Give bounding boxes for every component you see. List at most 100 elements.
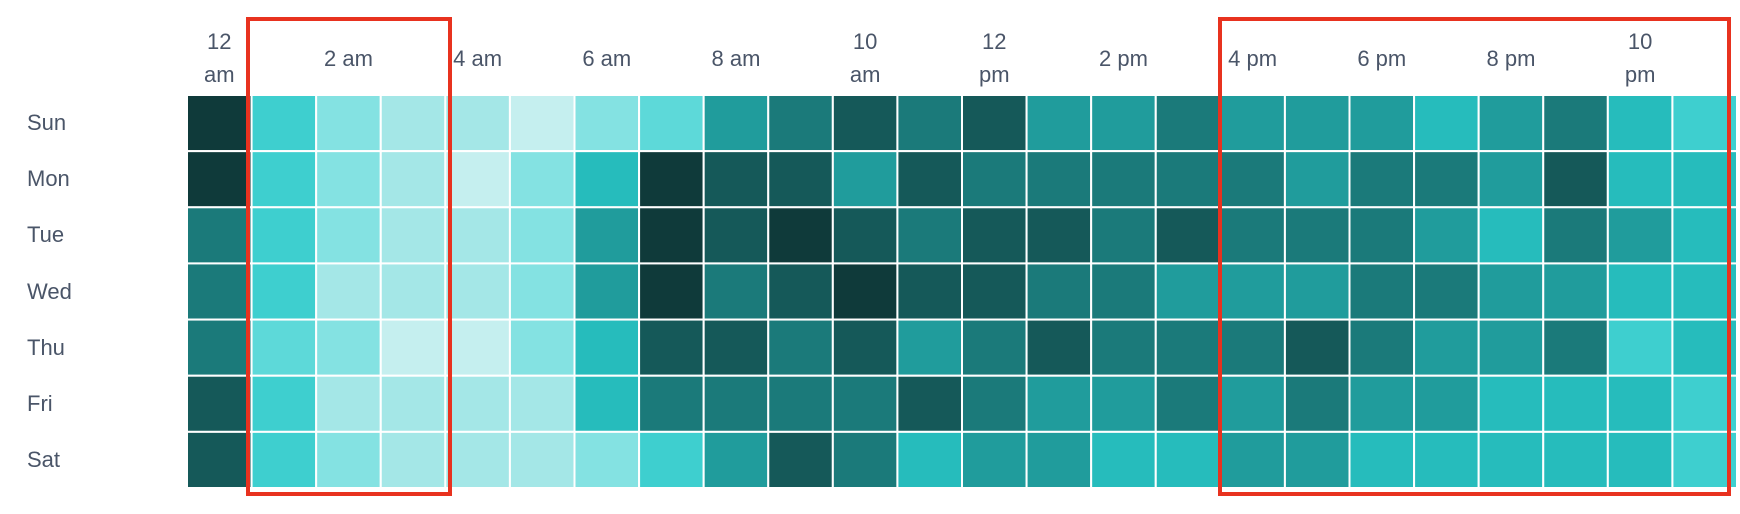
y-tick-label: Fri (27, 390, 53, 416)
cell (1219, 94, 1286, 153)
cell (1154, 206, 1222, 265)
cell (1671, 262, 1738, 321)
cell (315, 374, 382, 433)
cell (767, 374, 834, 433)
cell (444, 318, 511, 377)
cell (186, 150, 253, 209)
cell (1283, 150, 1351, 209)
x-tick-label: 8 am (711, 45, 761, 71)
cell (508, 206, 576, 265)
cell (250, 430, 318, 490)
cell (1219, 430, 1286, 490)
cell (1348, 262, 1416, 321)
cell (573, 262, 641, 321)
cell (1154, 262, 1222, 321)
x-tick-label: 10 pm (1624, 29, 1656, 87)
cell (1025, 374, 1093, 433)
cell (444, 374, 511, 433)
x-tick-label: 4 pm (1228, 45, 1278, 71)
cell (1413, 150, 1480, 209)
cell (961, 430, 1028, 490)
cell (1671, 206, 1738, 265)
cell (961, 262, 1028, 321)
cell (315, 150, 382, 209)
cell (1090, 262, 1157, 321)
cell (1413, 94, 1480, 153)
x-tick-label: 2 am (323, 45, 373, 71)
cell (1477, 374, 1545, 433)
cell (1283, 374, 1351, 433)
cell (1413, 206, 1480, 265)
cell (767, 318, 834, 377)
cell (1606, 430, 1674, 490)
cell (638, 150, 705, 209)
cell (961, 318, 1028, 377)
cell (444, 430, 511, 490)
cell (186, 430, 253, 490)
cell (1025, 262, 1093, 321)
cell (1542, 94, 1609, 153)
cell (444, 262, 511, 321)
cell (1671, 94, 1738, 153)
cell (1477, 150, 1545, 209)
y-tick-label: Mon (27, 166, 70, 192)
cell (896, 374, 964, 433)
cell (1413, 374, 1480, 433)
cell (1025, 430, 1093, 490)
cell (638, 206, 705, 265)
cell (896, 262, 964, 321)
cell (573, 318, 641, 377)
cell (1671, 318, 1738, 377)
cell (1090, 94, 1157, 153)
cell (1348, 206, 1416, 265)
cell (638, 94, 705, 153)
cell (767, 94, 834, 153)
cell (702, 374, 770, 433)
cell (831, 150, 899, 209)
cell (315, 318, 382, 377)
cell (1542, 150, 1609, 209)
cell (250, 262, 318, 321)
cell (1606, 94, 1674, 153)
x-tick-label: 4 am (453, 45, 503, 71)
cell (1025, 206, 1093, 265)
cell (1025, 150, 1093, 209)
cell (1413, 430, 1480, 490)
cell (1219, 262, 1286, 321)
cell (961, 374, 1028, 433)
cell (508, 318, 576, 377)
cell (444, 150, 511, 209)
cell (186, 94, 253, 153)
cell (702, 262, 770, 321)
highlight-box (1218, 17, 1731, 496)
cell (1348, 94, 1416, 153)
cell (767, 262, 834, 321)
cell (831, 206, 899, 265)
y-tick-label: Wed (27, 278, 72, 304)
cell (379, 262, 447, 321)
cell (1090, 430, 1157, 490)
cell (831, 262, 899, 321)
cell (379, 374, 447, 433)
cell (831, 374, 899, 433)
cell (186, 318, 253, 377)
cell (379, 150, 447, 209)
cell (315, 430, 382, 490)
cell (1671, 430, 1738, 490)
cell (250, 374, 318, 433)
y-tick-label: Sun (27, 110, 67, 136)
cell (1283, 318, 1351, 377)
cell (1090, 374, 1157, 433)
cell (315, 94, 382, 153)
cell (573, 430, 641, 490)
cell (444, 206, 511, 265)
cell (702, 150, 770, 209)
cell (1219, 374, 1286, 433)
cell (508, 94, 576, 153)
cell (638, 430, 705, 490)
cell (896, 150, 964, 209)
cell (1154, 430, 1222, 490)
cell (1606, 318, 1674, 377)
cell (831, 430, 899, 490)
